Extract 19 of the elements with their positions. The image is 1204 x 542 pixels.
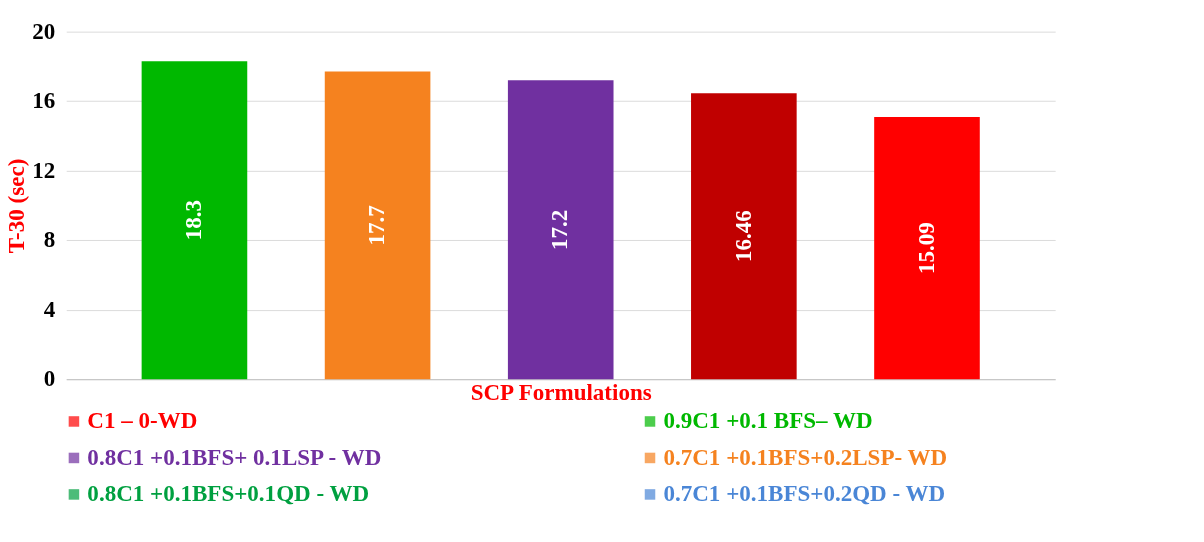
y-tick-label: 16	[32, 87, 56, 114]
data-label: 17.2	[546, 209, 573, 250]
y-tick-label: 0	[43, 365, 56, 392]
data-label: 16.46	[729, 210, 756, 263]
legend-label: 0.8C1 +0.1BFS+ 0.1LSP - WD	[87, 443, 382, 470]
legend-label: 0.7C1 +0.1BFS+0.2QD - WD	[663, 480, 946, 507]
x-axis-title: SCP Formulations	[470, 378, 652, 405]
legend-label: C1 – 0-WD	[87, 407, 198, 434]
data-label: 17.7	[363, 205, 390, 246]
data-label: 18.3	[180, 200, 207, 241]
y-tick-label: 12	[32, 156, 56, 183]
y-tick-label: 4	[43, 295, 56, 322]
legend-label: 0.9C1 +0.1 BFS– WD	[663, 407, 873, 434]
legend-label: 0.7C1 +0.1BFS+0.2LSP- WD	[663, 443, 948, 470]
y-tick-label: 20	[32, 17, 56, 44]
y-tick-label: 8	[43, 226, 56, 253]
data-label: 15.09	[912, 222, 939, 275]
legend-label: 0.8C1 +0.1BFS+0.1QD - WD	[87, 480, 370, 507]
y-axis-title: T-30 (sec)	[2, 158, 29, 254]
